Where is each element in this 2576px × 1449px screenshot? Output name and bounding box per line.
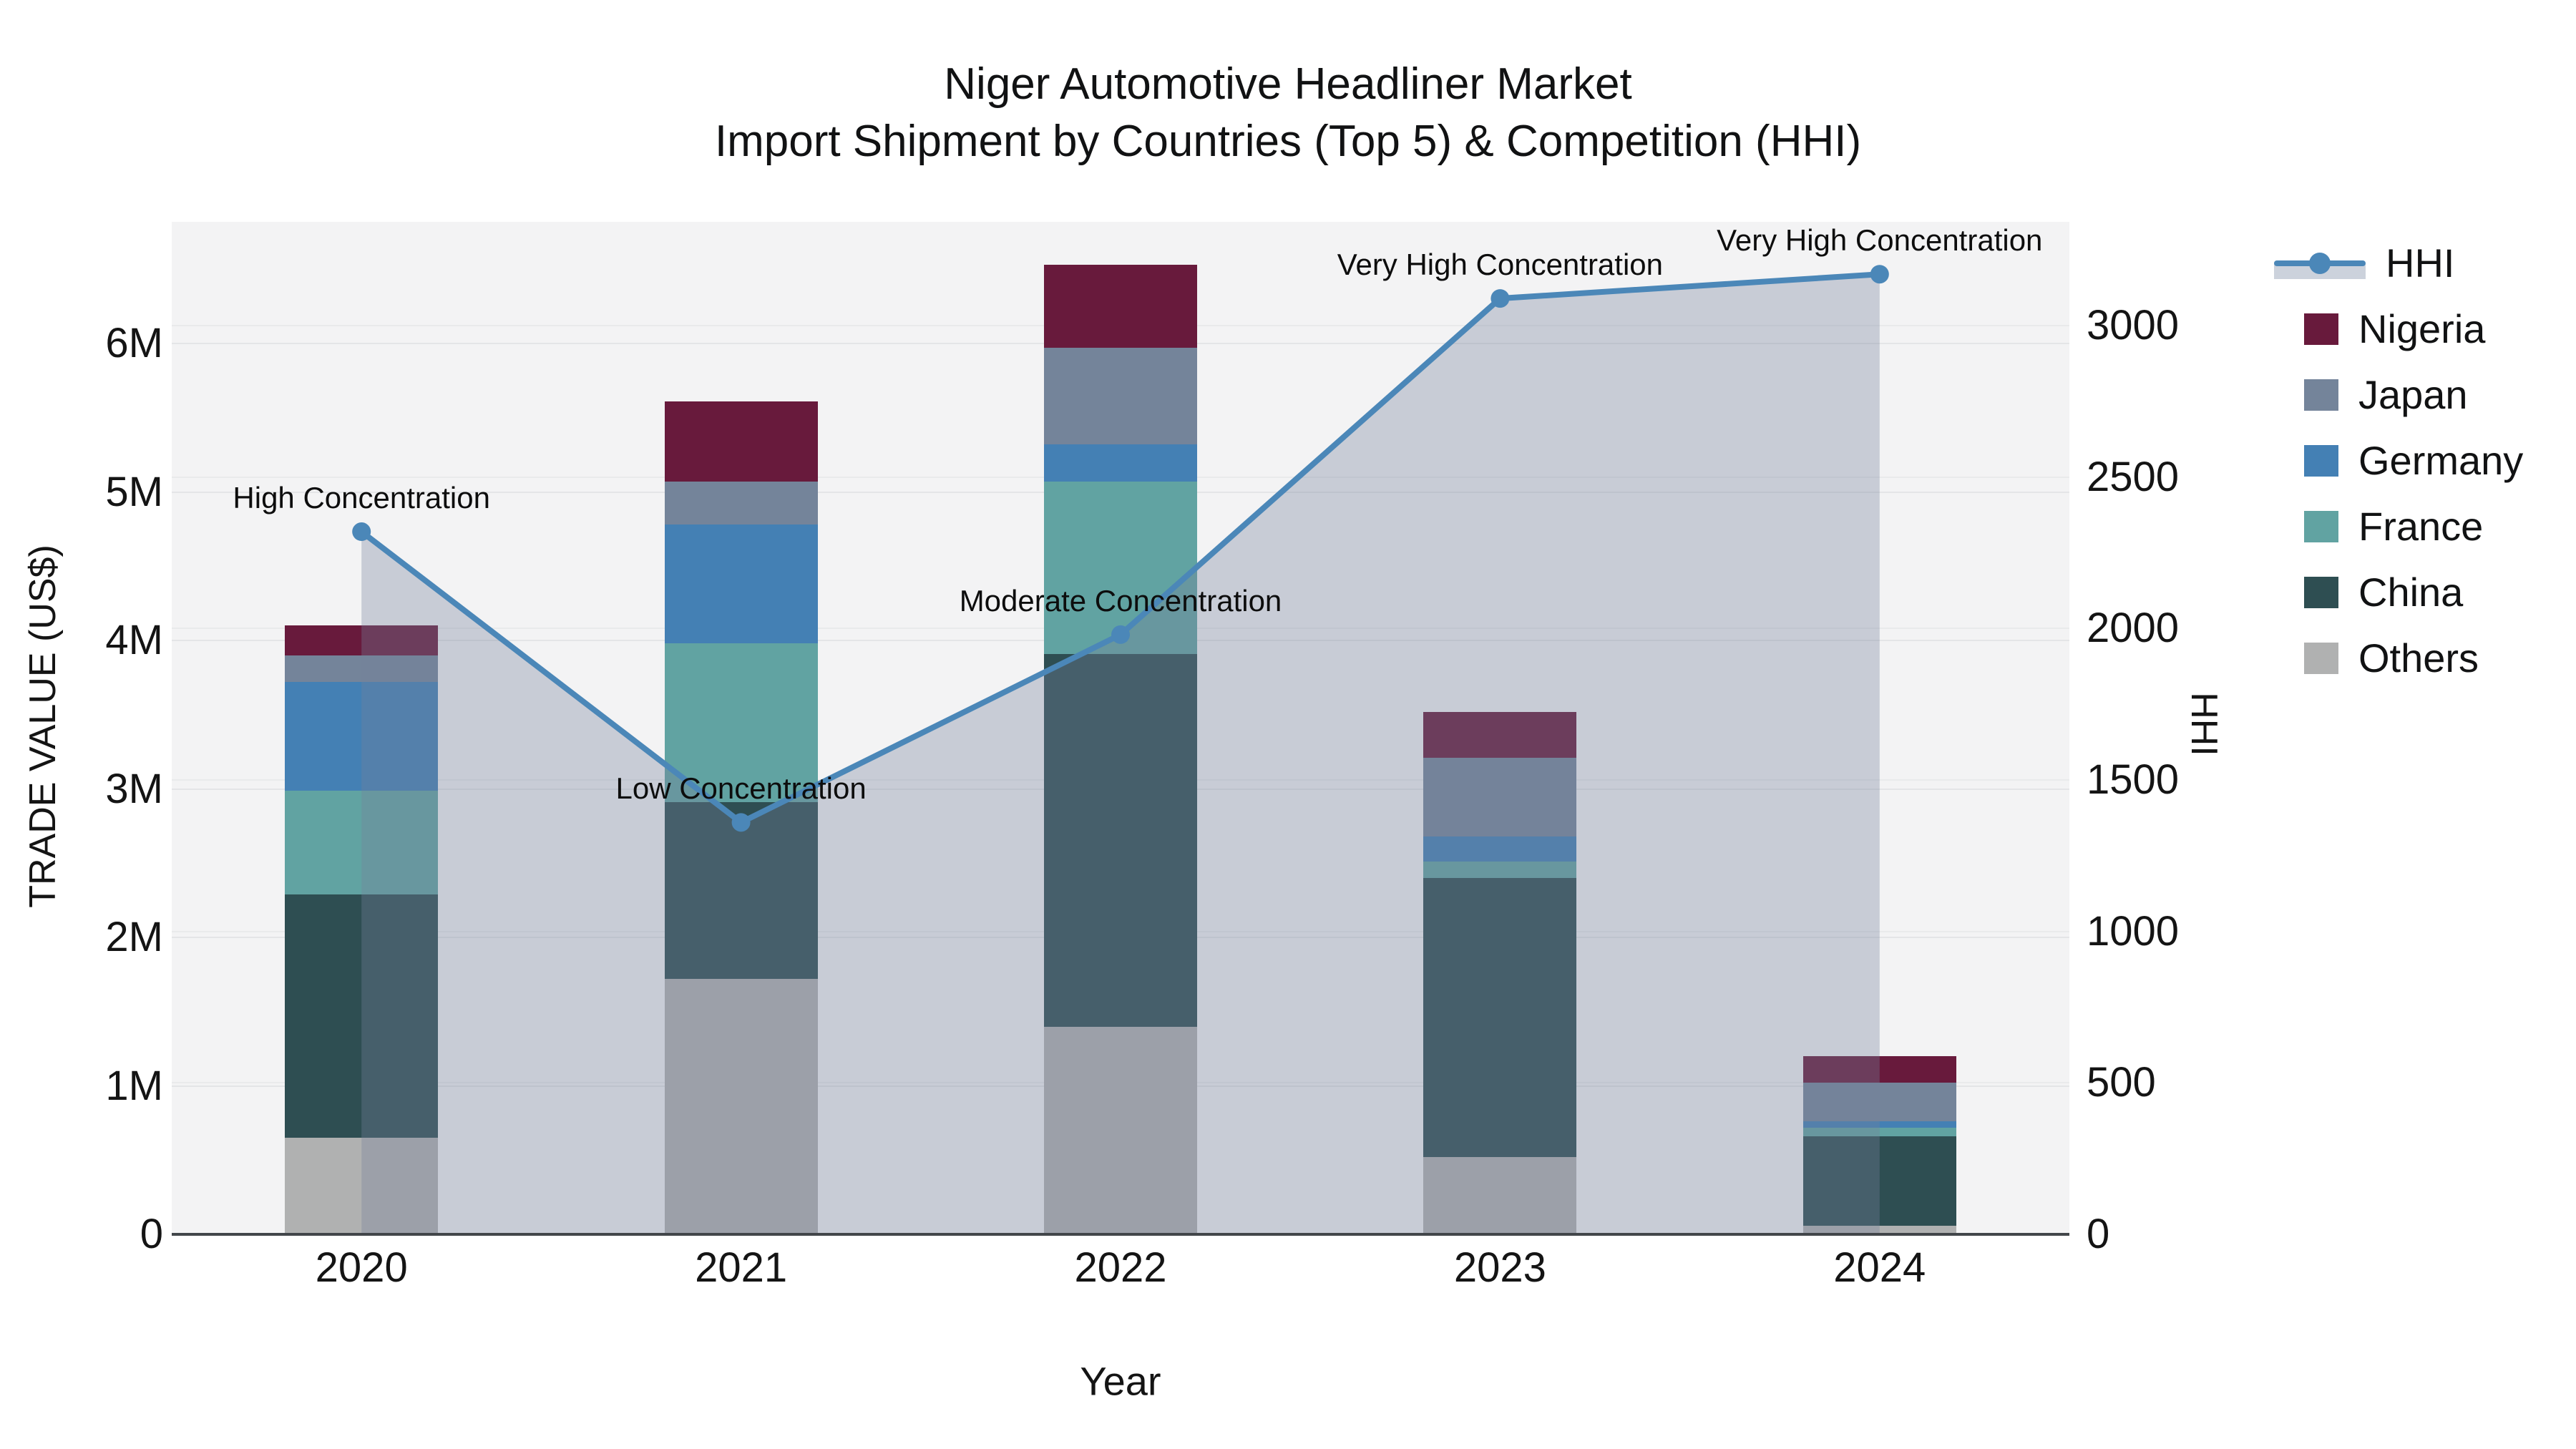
bar-segment-others-2020 [285, 1138, 439, 1234]
legend-label: France [2358, 504, 2484, 549]
legend-item-germany[interactable]: Germany [2274, 428, 2523, 494]
y-left-tick-label: 3M [105, 765, 163, 812]
bar-segment-china-2024 [1802, 1136, 1956, 1226]
bar-segment-japan-2020 [285, 655, 439, 683]
x-tick-label-2020: 2020 [315, 1244, 408, 1291]
y-right-tick-label: 2500 [2087, 453, 2180, 500]
y-left-axis-title: TRADE VALUE (US$) [22, 545, 64, 908]
y-left-tick-label: 2M [105, 914, 163, 961]
y-right-tick-label: 500 [2087, 1059, 2156, 1106]
x-tick-label-2024: 2024 [1833, 1244, 1926, 1291]
hhi-marker-2023 [1491, 289, 1510, 308]
y-right-tick-label: 0 [2087, 1211, 2110, 1257]
bar-segment-germany-2022 [1044, 444, 1197, 482]
x-axis-line [172, 1233, 2069, 1236]
legend-label: Nigeria [2358, 306, 2486, 351]
y-left-tick-label: 5M [105, 468, 163, 515]
y-right-axis-title: HHI [2183, 692, 2225, 756]
hhi-area-fill [361, 274, 1880, 1234]
hhi-legend-marker-dot [2309, 253, 2331, 274]
legend-label: Others [2358, 635, 2479, 680]
x-tick-label-2022: 2022 [1074, 1244, 1167, 1291]
bar-segment-others-2023 [1423, 1157, 1577, 1234]
bar-segment-france-2021 [664, 643, 818, 803]
bar-segment-nigeria-2021 [664, 401, 818, 482]
annotation-2023: Very High Concentration [1337, 248, 1664, 282]
nigeria-color-swatch-icon [2304, 313, 2338, 345]
y-left-tick-label: 0 [140, 1211, 163, 1257]
china-color-swatch-icon [2304, 577, 2338, 608]
y-right-tick-label: 1000 [2087, 907, 2180, 955]
hhi-marker-2020 [352, 522, 371, 542]
bar-segment-japan-2021 [664, 482, 818, 525]
france-color-swatch-icon [2304, 511, 2338, 542]
bar-segment-others-2022 [1044, 1026, 1197, 1234]
bar-segment-japan-2022 [1044, 348, 1197, 445]
plot-area [172, 222, 2069, 1234]
y-left-tick-label: 6M [105, 320, 163, 367]
x-tick-label-2021: 2021 [695, 1244, 788, 1291]
bar-segment-japan-2024 [1802, 1083, 1956, 1122]
annotation-2021: Low Concentration [615, 771, 867, 806]
legend-item-china[interactable]: China [2274, 560, 2523, 625]
legend-label: Germany [2358, 438, 2524, 483]
y-left-tick-label: 1M [105, 1062, 163, 1109]
y-right-tick-label: 3000 [2087, 302, 2180, 349]
y-right-tick-label: 2000 [2087, 605, 2180, 652]
hhi-marker-2022 [1111, 625, 1130, 644]
hhi-line-legend-icon [2274, 245, 2366, 282]
bar-segment-france-2023 [1423, 862, 1577, 879]
hhi-line-layer [352, 265, 1889, 1234]
bar-segment-france-2024 [1802, 1127, 1956, 1137]
bar-segment-others-2021 [664, 979, 818, 1234]
legend-item-nigeria[interactable]: Nigeria [2274, 296, 2523, 362]
legend-label: HHI [2386, 240, 2455, 286]
bar-segment-china-2023 [1423, 878, 1577, 1158]
legend-item-japan[interactable]: Japan [2274, 362, 2523, 428]
legend-item-france[interactable]: France [2274, 494, 2523, 560]
hhi-marker-2024 [1870, 265, 1889, 284]
bar-segment-nigeria-2022 [1044, 265, 1197, 348]
bar-segment-nigeria-2023 [1423, 711, 1577, 758]
germany-color-swatch-icon [2304, 445, 2338, 477]
bar-segment-japan-2023 [1423, 757, 1577, 836]
bar-segment-nigeria-2020 [285, 625, 439, 655]
legend-label: China [2358, 570, 2464, 615]
legend-item-hhi[interactable]: HHI [2274, 230, 2523, 296]
bar-segment-nigeria-2024 [1802, 1056, 1956, 1083]
bar-segment-china-2020 [285, 894, 439, 1138]
y-left-tick-label: 4M [105, 617, 163, 664]
bar-segment-china-2021 [664, 802, 818, 980]
japan-color-swatch-icon [2304, 379, 2338, 411]
annotation-2024: Very High Concentration [1717, 223, 2043, 258]
bar-segment-germany-2021 [664, 525, 818, 644]
legend: HHI Nigeria Japan Germany France China Others [2274, 230, 2523, 691]
chart-title-line1: Niger Automotive Headliner Market [944, 59, 1632, 109]
legend-label: Japan [2358, 372, 2468, 417]
chart-title: Niger Automotive Headliner Market Import… [0, 56, 2576, 170]
legend-item-others[interactable]: Others [2274, 625, 2523, 691]
annotation-2020: High Concentration [233, 481, 490, 514]
bar-segment-germany-2023 [1423, 836, 1577, 862]
others-color-swatch-icon [2304, 643, 2338, 674]
bar-segment-china-2022 [1044, 653, 1197, 1027]
bar-segment-germany-2024 [1802, 1121, 1956, 1128]
x-axis-title: Year [1080, 1358, 1161, 1404]
bar-segment-others-2024 [1802, 1225, 1956, 1234]
bar-segment-germany-2020 [285, 682, 439, 791]
hhi-marker-2021 [731, 813, 751, 832]
chart-title-line2: Import Shipment by Countries (Top 5) & C… [714, 117, 1862, 166]
x-tick-label-2023: 2023 [1453, 1244, 1546, 1291]
bar-segment-france-2022 [1044, 482, 1197, 654]
y-right-tick-label: 1500 [2087, 756, 2180, 804]
annotation-2022: Moderate Concentration [959, 583, 1282, 618]
bar-segment-france-2020 [285, 790, 439, 894]
